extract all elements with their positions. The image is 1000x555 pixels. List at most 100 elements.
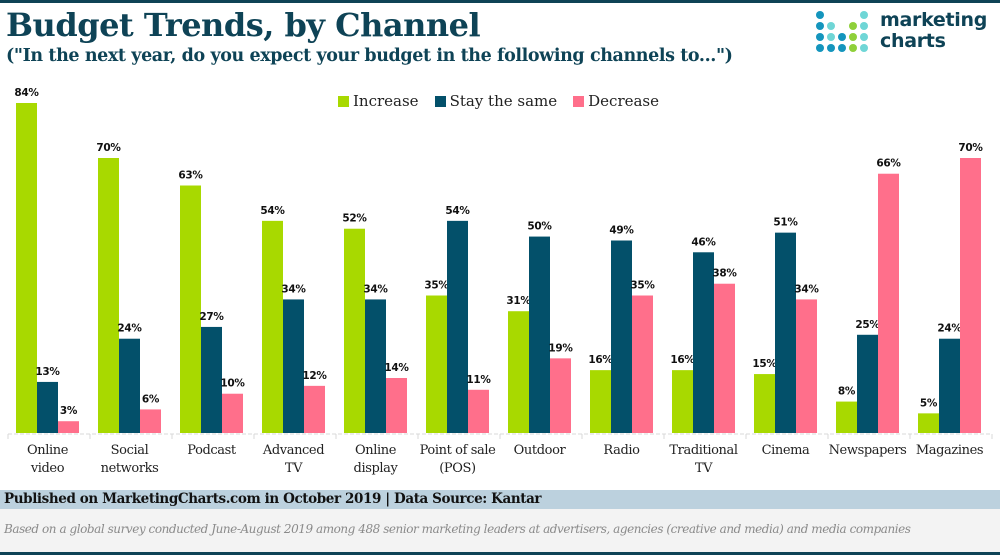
logo-dot [838, 33, 846, 41]
logo-dot [827, 44, 835, 52]
logo-dots-icon [816, 11, 868, 52]
bar-stay-the-same [365, 299, 386, 433]
data-label: 63% [178, 170, 203, 182]
legend-swatch-stay-the-same [434, 95, 446, 107]
marketingcharts-logo[interactable]: marketing charts [814, 10, 999, 60]
x-tick-label: TV [695, 461, 713, 476]
bar-decrease [960, 158, 981, 433]
bar-stay-the-same [857, 334, 878, 433]
data-label: 16% [588, 354, 613, 366]
data-label: 50% [527, 221, 552, 233]
bar-increase [180, 185, 201, 433]
bar-increase [16, 103, 37, 433]
bar-decrease [222, 393, 243, 433]
bar-decrease [58, 421, 79, 433]
bar-stay-the-same [37, 381, 58, 433]
data-label: 6% [142, 393, 160, 405]
bar-decrease [550, 358, 571, 433]
data-label: 70% [96, 142, 121, 154]
x-tick-label: display [354, 461, 399, 476]
x-tick-label: Social [111, 443, 149, 458]
x-tick-label: Online [27, 443, 69, 458]
bar-stay-the-same [283, 299, 304, 433]
logo-text: marketing charts [880, 10, 987, 52]
data-label: 38% [712, 268, 737, 280]
bar-increase [426, 295, 447, 433]
bar-stay-the-same [939, 338, 960, 433]
x-tick-label: Cinema [762, 443, 810, 458]
bottom-rule [0, 552, 1000, 555]
data-label: 19% [548, 342, 573, 354]
data-label: 27% [199, 311, 224, 323]
bar-decrease [140, 409, 161, 433]
logo-dot [860, 11, 868, 19]
logo-line-1: marketing [880, 9, 988, 31]
bar-decrease [714, 283, 735, 433]
legend-swatch-decrease [573, 95, 585, 107]
data-label: 54% [445, 205, 470, 217]
x-tick-label: Online [355, 443, 397, 458]
x-tick-label: Point of sale [420, 443, 496, 458]
bar-chart: 84% 13% 3% Online video 70% 24% 6% Social network… [7, 87, 993, 476]
logo-dot [849, 44, 857, 52]
logo-dot [816, 11, 824, 19]
x-tick-label: (POS) [439, 461, 476, 476]
data-label: 84% [14, 87, 39, 99]
logo-dot [849, 22, 857, 30]
x-tick-label: Advanced [262, 443, 324, 458]
chart-subtitle: ("In the next year, do you expect your b… [6, 46, 733, 66]
bar-stay-the-same [611, 240, 632, 433]
bar-decrease [386, 378, 407, 433]
bar-decrease [468, 389, 489, 433]
bar-stay-the-same [775, 232, 796, 433]
logo-dot [816, 44, 824, 52]
data-label: 31% [506, 295, 531, 307]
data-label: 54% [260, 205, 285, 217]
note-band [0, 509, 1000, 552]
data-label: 46% [691, 236, 716, 248]
data-label: 5% [920, 397, 938, 409]
bar-decrease [304, 385, 325, 433]
data-label: 11% [466, 374, 491, 386]
x-tick-label: Magazines [916, 443, 983, 458]
top-rule [0, 0, 1000, 3]
x-tick-label: Radio [603, 443, 640, 458]
survey-note: Based on a global survey conducted June-… [4, 522, 911, 536]
data-label: 51% [773, 217, 798, 229]
bar-increase [344, 228, 365, 433]
data-label: 8% [838, 386, 856, 398]
logo-dot [860, 33, 868, 41]
legend-label-increase: Increase [353, 92, 419, 110]
data-label: 34% [281, 283, 306, 295]
bar-decrease [878, 173, 899, 433]
bar-increase [754, 374, 775, 433]
data-label: 34% [794, 283, 819, 295]
logo-dot [816, 33, 824, 41]
data-label: 24% [937, 323, 962, 335]
logo-dot [838, 44, 846, 52]
data-label: 25% [855, 319, 880, 331]
bar-decrease [796, 299, 817, 433]
data-label: 35% [630, 280, 655, 292]
bar-stay-the-same [447, 220, 468, 433]
data-label: 13% [35, 366, 60, 378]
logo-dot [860, 22, 868, 30]
data-label: 14% [384, 362, 409, 374]
legend-item-increase: Increase [338, 92, 419, 110]
x-tick-label: Podcast [187, 443, 237, 458]
chart-legend: Increase Stay the same Decrease [338, 92, 659, 110]
logo-dot [860, 44, 868, 52]
legend-item-decrease: Decrease [573, 92, 659, 110]
logo-dot [849, 33, 857, 41]
data-label: 70% [958, 142, 983, 154]
x-tick-label: TV [285, 461, 303, 476]
chart-title: Budget Trends, by Channel [6, 6, 481, 44]
bar-decrease [632, 295, 653, 433]
x-tick-label: video [30, 461, 65, 476]
bar-increase [590, 370, 611, 433]
bar-increase [918, 413, 939, 433]
source-credit: Published on MarketingCharts.com in Octo… [4, 491, 542, 507]
bar-stay-the-same [693, 252, 714, 433]
x-tick-label: Traditional [669, 443, 737, 458]
x-tick-label: Outdoor [514, 443, 567, 458]
